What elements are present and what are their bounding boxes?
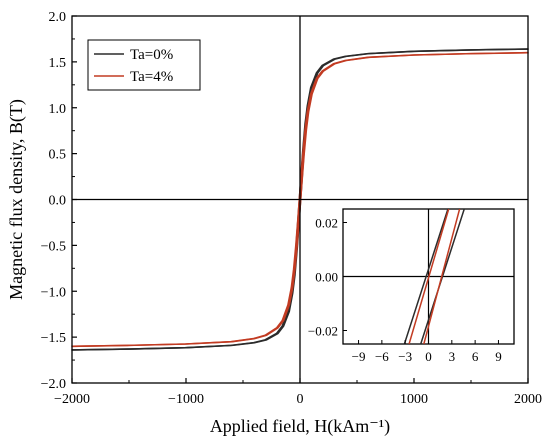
y-tick-label: −0.5 — [41, 239, 66, 254]
inset-x-tick-label: 6 — [472, 349, 479, 364]
x-tick-label: −1000 — [168, 392, 204, 407]
y-axis-label: Magnetic flux density, B(T) — [6, 99, 27, 300]
x-tick-label: 1000 — [400, 392, 428, 407]
y-tick-label: −1.0 — [41, 285, 66, 300]
inset-curves — [343, 209, 514, 344]
y-tick-label: 1.5 — [49, 56, 67, 71]
inset-y-tick-label: −0.02 — [308, 324, 338, 339]
inset-x-tick-label: 9 — [495, 349, 502, 364]
inset-x-tick-label: 3 — [449, 349, 456, 364]
inset-x-tick-label: −3 — [398, 349, 412, 364]
inset-series-line-ta0-0 — [403, 209, 449, 344]
legend: Ta=0% Ta=4% — [87, 39, 201, 91]
x-tick-label: 0 — [297, 392, 304, 407]
x-tick-label: −2000 — [54, 392, 90, 407]
legend-box — [87, 39, 201, 91]
inset-x-tick-label: −9 — [352, 349, 366, 364]
y-tick-label: 0.0 — [49, 194, 67, 209]
y-tick-label: −1.5 — [41, 331, 66, 346]
x-tick-label: 2000 — [514, 392, 542, 407]
legend-label-ta0: Ta=0% — [130, 47, 173, 63]
legend-label-ta4: Ta=4% — [130, 69, 173, 85]
x-axis-label: Applied field, H(kAm⁻¹) — [210, 416, 390, 437]
inset-y-tick-label: 0.00 — [315, 270, 338, 285]
y-tick-label: 0.5 — [49, 148, 67, 163]
inset-series-line-ta4-0 — [408, 209, 450, 344]
inset-series-line-ta4-1 — [423, 209, 461, 344]
y-tick-label: 2.0 — [49, 10, 67, 25]
inset-y-tick-label: 0.02 — [315, 216, 338, 231]
y-tick-label: 1.0 — [49, 102, 67, 117]
main-axes: −2000 −1000 0 1000 2000 −2.0 −1.5 −1.0 −0.5 0.0 0.… — [41, 10, 542, 407]
y-tick-label: −2.0 — [41, 377, 66, 392]
inset-x-tick-label: −6 — [375, 349, 389, 364]
inset-x-tick-label: 0 — [425, 349, 432, 364]
inset-chart: −9 −6 −3 0 3 6 9 −0.02 0.00 0.02 — [308, 208, 515, 364]
